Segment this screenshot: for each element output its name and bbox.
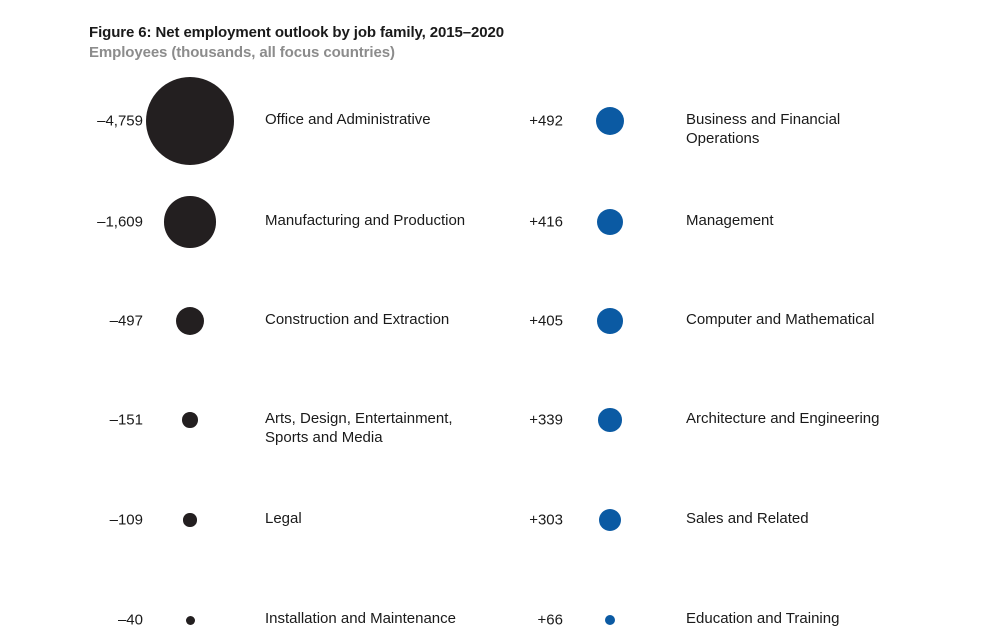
positive-value-label: +66 xyxy=(537,611,563,629)
positive-category-label: Computer and Mathematical xyxy=(686,311,875,328)
negative-category-label: Arts, Design, Entertainment, Sports and … xyxy=(265,410,453,446)
negative-category-label: Installation and Maintenance xyxy=(265,610,456,627)
positive-category-label: Architecture and Engineering xyxy=(686,410,880,427)
negative-bubble xyxy=(183,513,197,527)
negative-value-label: –40 xyxy=(117,611,143,629)
positive-category-label: Business and Financial Operations xyxy=(686,111,841,147)
positive-category-label: Education and Training xyxy=(686,610,840,627)
chart-title: Figure 6: Net employment outlook by job … xyxy=(89,24,504,41)
positive-value-label: +339 xyxy=(529,411,563,429)
positive-bubble xyxy=(598,508,622,532)
positive-value-label: +303 xyxy=(529,511,563,529)
positive-category-label: Sales and Related xyxy=(686,510,809,527)
negative-bubble xyxy=(175,306,205,336)
negative-value-label: –497 xyxy=(109,312,143,330)
negative-value-label: –109 xyxy=(109,511,143,529)
positive-value-label: +416 xyxy=(529,213,563,231)
positive-category-label: Management xyxy=(686,212,774,229)
negative-bubble xyxy=(164,196,216,248)
negative-bubble xyxy=(182,412,198,428)
negative-category-label: Office and Administrative xyxy=(265,111,431,128)
negative-value-label: –4,759 xyxy=(97,112,143,130)
negative-category-label: Construction and Extraction xyxy=(265,311,450,328)
positive-value-label: +492 xyxy=(529,112,563,130)
positive-bubble xyxy=(604,614,616,626)
negative-value-label: –151 xyxy=(109,411,143,429)
negative-value-label: –1,609 xyxy=(97,213,143,231)
negative-category-label: Manufacturing and Production xyxy=(265,212,466,229)
positive-bubble xyxy=(595,106,625,136)
positive-value-label: +405 xyxy=(529,312,563,330)
negative-bubble xyxy=(185,615,195,625)
positive-bubble xyxy=(596,208,623,235)
positive-bubble xyxy=(598,408,622,432)
positive-bubble xyxy=(597,308,623,334)
negative-bubble xyxy=(146,77,234,165)
negative-category-label: Legal xyxy=(265,510,302,527)
chart-subtitle: Employees (thousands, all focus countrie… xyxy=(89,44,395,61)
